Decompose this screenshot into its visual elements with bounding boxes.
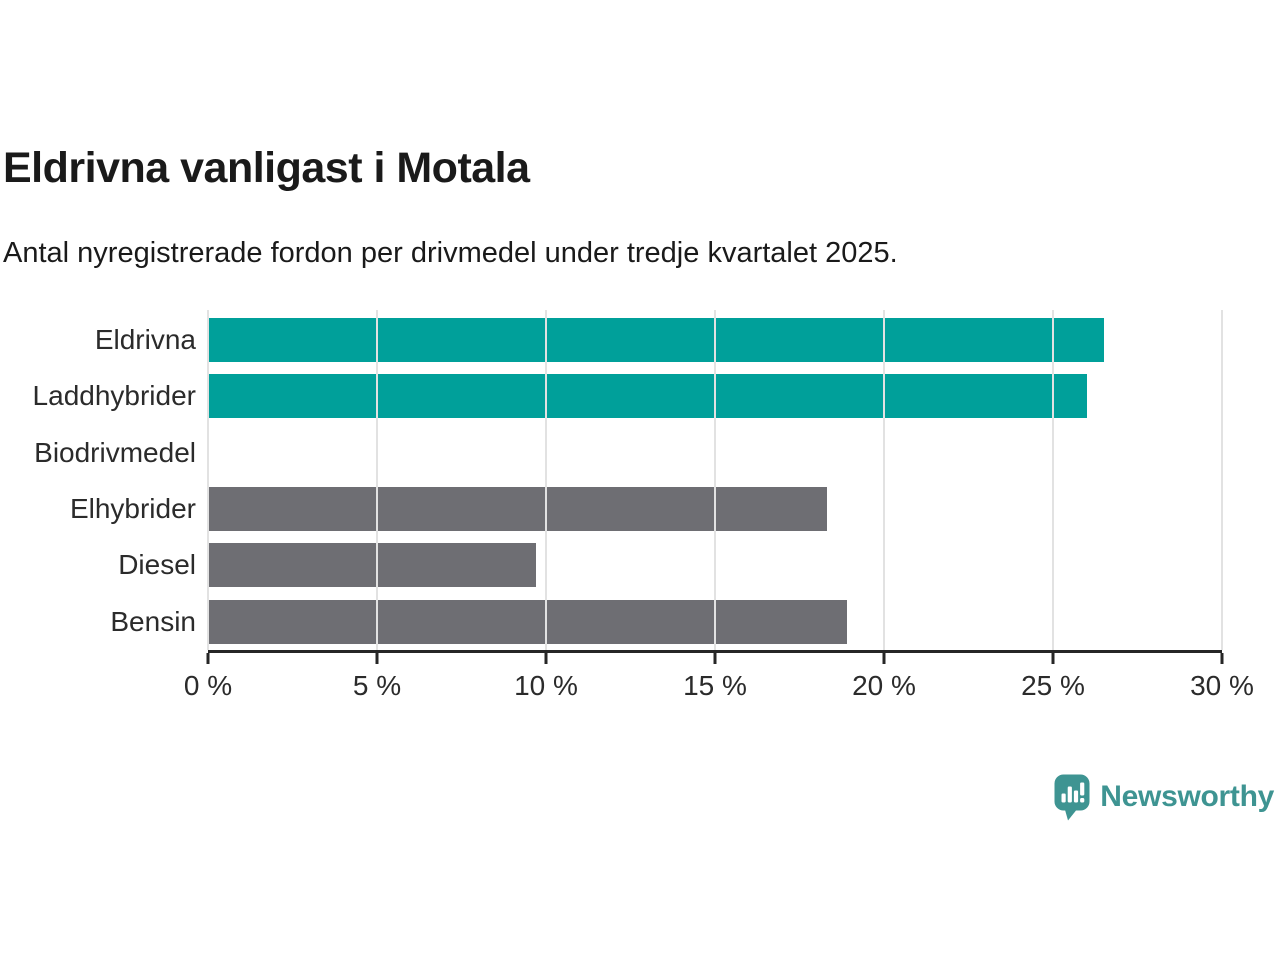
newsworthy-logo: Newsworthy bbox=[1054, 774, 1274, 826]
gridline-30 bbox=[1221, 310, 1223, 650]
gridline-5 bbox=[376, 310, 378, 650]
category-label-biodrivmedel: Biodrivmedel bbox=[34, 436, 196, 468]
plot-area: 0 % 5 % 10 % 15 % 20 % 25 % 30 % bbox=[184, 310, 1254, 701]
gridline-25 bbox=[1052, 310, 1054, 650]
x-tick-label-20: 20 % bbox=[852, 670, 916, 701]
x-axis-line bbox=[208, 650, 1222, 653]
bar-row-diesel bbox=[208, 537, 1222, 593]
bar-row-bensin bbox=[208, 594, 1222, 650]
bar-diesel bbox=[208, 543, 536, 588]
x-tick-label-5: 5 % bbox=[352, 670, 402, 701]
bar-chart: Eldrivna Laddhybrider Biodrivmedel Elhybrid… bbox=[0, 310, 1280, 712]
x-tick-label-15: 15 % bbox=[683, 670, 747, 701]
bar-row-eldrivna bbox=[208, 312, 1222, 368]
bars-container bbox=[208, 312, 1222, 650]
x-tick-30 bbox=[1220, 653, 1224, 664]
x-tick-label-0: 0 % bbox=[183, 670, 233, 701]
bar-row-elhybrider bbox=[208, 481, 1222, 537]
bar-laddhybrider bbox=[208, 374, 1087, 419]
x-tick-label-25: 25 % bbox=[1021, 670, 1085, 701]
x-tick-15 bbox=[713, 653, 717, 664]
x-tick-25 bbox=[1051, 653, 1055, 664]
category-label-diesel: Diesel bbox=[118, 549, 196, 581]
chart-title: Eldrivna vanligast i Motala bbox=[3, 144, 530, 192]
category-label-elhybrider: Elhybrider bbox=[69, 493, 196, 525]
bar-eldrivna bbox=[208, 318, 1104, 363]
x-tick-20 bbox=[882, 653, 886, 664]
chart-subtitle: Antal nyregistrerade fordon per drivmede… bbox=[3, 237, 898, 269]
gridline-15 bbox=[714, 310, 716, 650]
x-tick-0 bbox=[206, 653, 210, 664]
x-tick-10 bbox=[544, 653, 548, 664]
category-labels: Eldrivna Laddhybrider Biodrivmedel Elhybrid… bbox=[0, 312, 196, 650]
gridline-20 bbox=[883, 310, 885, 650]
newsworthy-logo-icon bbox=[1054, 774, 1090, 826]
gridline-10 bbox=[545, 310, 547, 650]
x-tick-label-30: 30 % bbox=[1190, 670, 1254, 701]
bar-elhybrider bbox=[208, 487, 827, 532]
bar-bensin bbox=[208, 599, 847, 644]
x-tick-label-10: 10 % bbox=[514, 670, 578, 701]
newsworthy-logo-text: Newsworthy bbox=[1100, 780, 1274, 813]
category-label-laddhybrider: Laddhybrider bbox=[32, 380, 196, 412]
gridline-0 bbox=[207, 310, 209, 650]
category-label-bensin: Bensin bbox=[110, 605, 196, 637]
category-label-eldrivna: Eldrivna bbox=[94, 324, 196, 356]
bar-row-laddhybrider bbox=[208, 368, 1222, 424]
x-tick-5 bbox=[375, 653, 379, 664]
